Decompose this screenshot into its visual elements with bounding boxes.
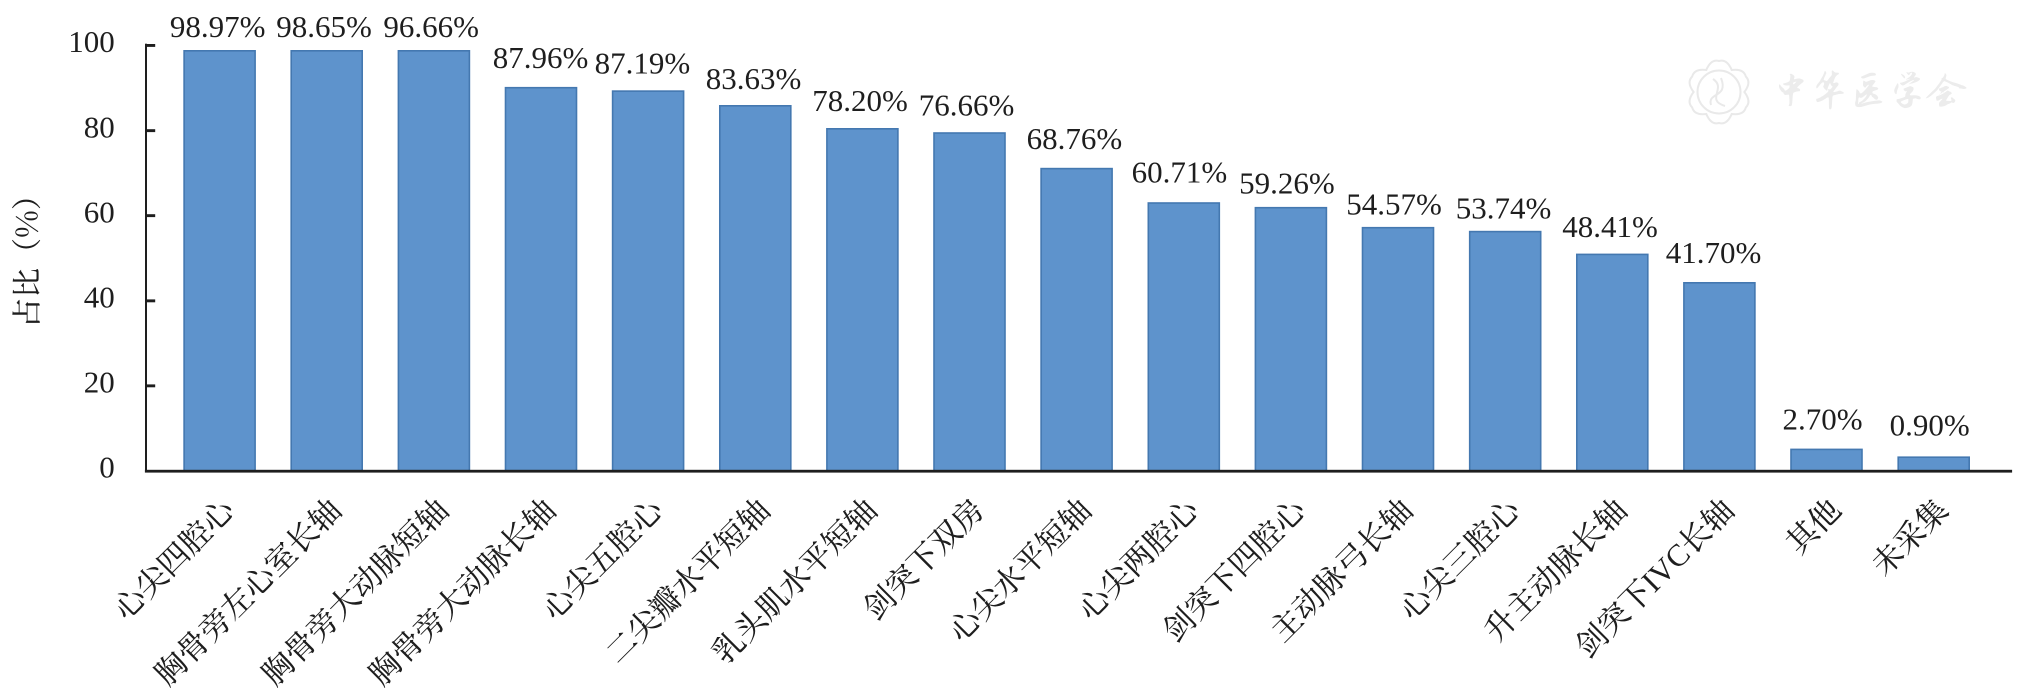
svg-text:83.63%: 83.63%	[706, 61, 802, 96]
svg-text:78.20%: 78.20%	[812, 83, 908, 118]
svg-text:68.76%: 68.76%	[1027, 121, 1123, 156]
svg-text:98.97%: 98.97%	[170, 9, 266, 44]
svg-text:59.26%: 59.26%	[1239, 166, 1335, 201]
svg-text:98.65%: 98.65%	[276, 9, 372, 44]
svg-text:80: 80	[84, 109, 115, 144]
svg-text:20: 20	[84, 365, 115, 400]
svg-text:48.41%: 48.41%	[1562, 209, 1658, 244]
svg-text:54.57%: 54.57%	[1346, 187, 1442, 222]
svg-text:87.96%: 87.96%	[493, 40, 589, 75]
svg-text:53.74%: 53.74%	[1456, 191, 1552, 226]
svg-text:87.19%: 87.19%	[595, 45, 691, 80]
svg-text:41.70%: 41.70%	[1666, 235, 1762, 270]
svg-text:40: 40	[84, 280, 115, 315]
svg-text:2.70%: 2.70%	[1783, 402, 1863, 437]
svg-text:96.66%: 96.66%	[383, 9, 479, 44]
svg-text:60.71%: 60.71%	[1132, 154, 1228, 189]
svg-text:60: 60	[84, 194, 115, 229]
svg-text:0.90%: 0.90%	[1890, 408, 1970, 443]
svg-text:76.66%: 76.66%	[919, 88, 1015, 123]
svg-text:100: 100	[68, 24, 115, 59]
svg-text:0: 0	[99, 450, 115, 485]
